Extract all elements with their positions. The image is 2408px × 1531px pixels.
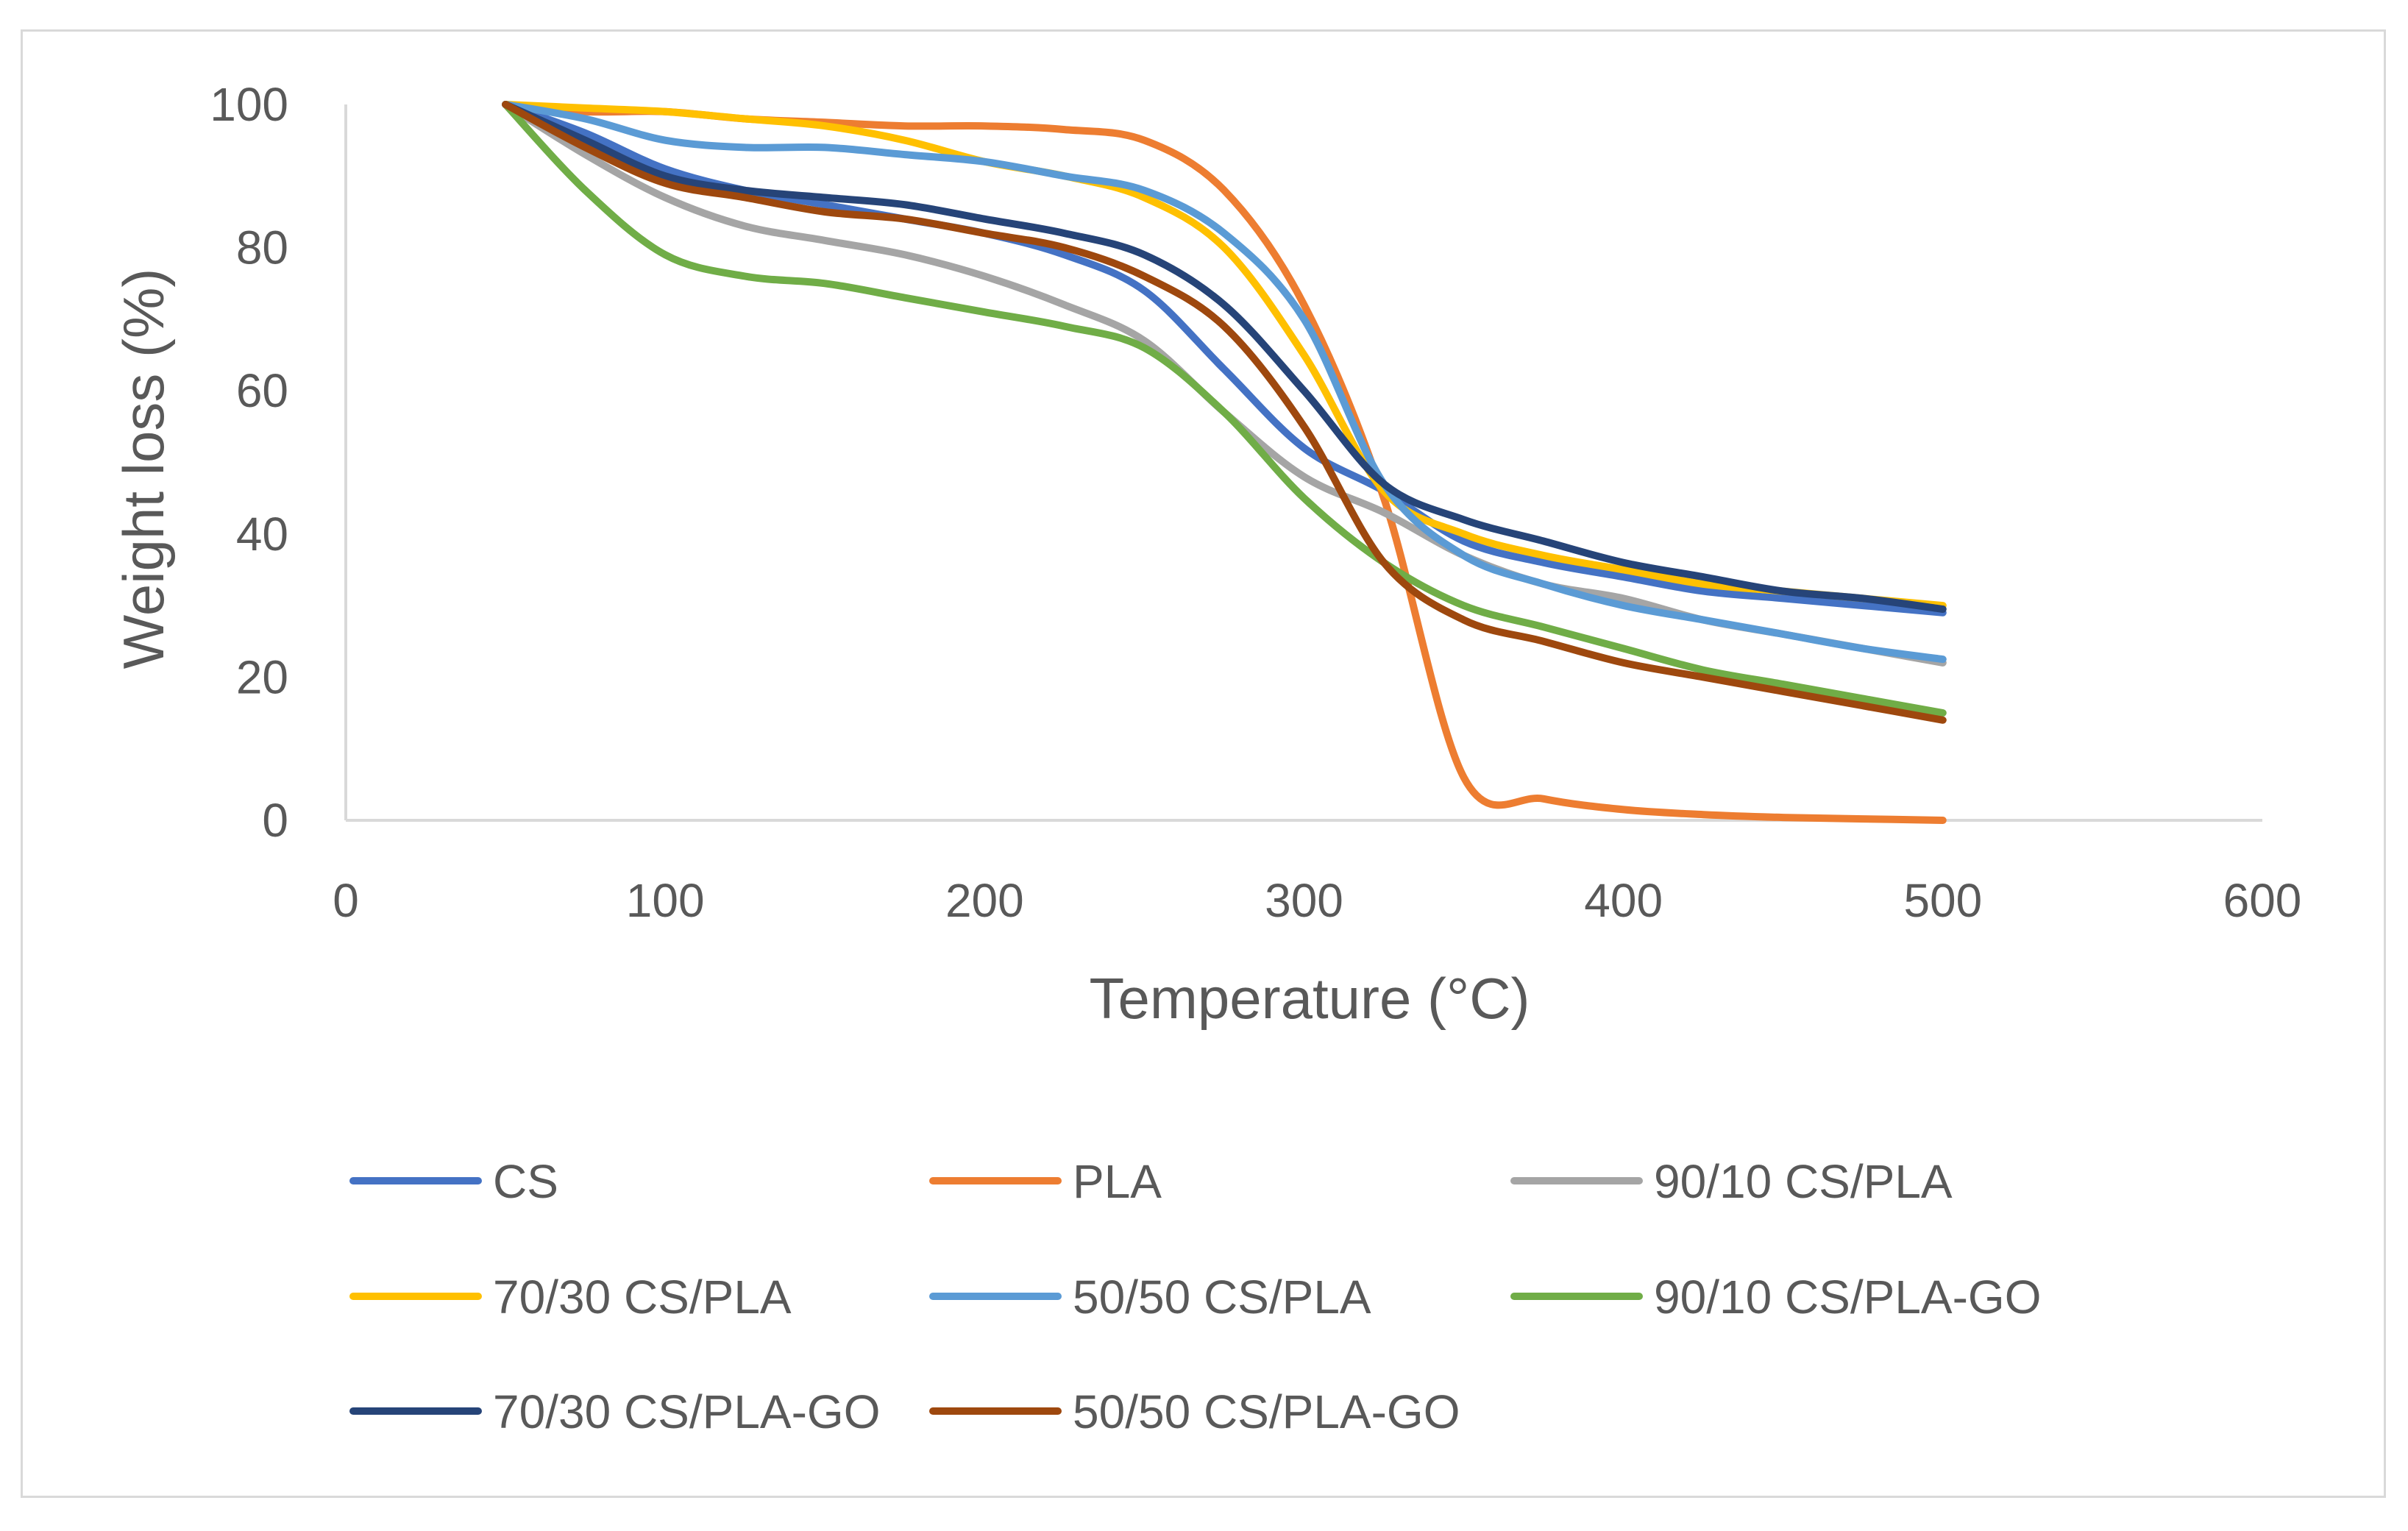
y-tick-label: 40	[236, 508, 288, 561]
y-tick-label: 80	[236, 221, 288, 274]
x-tick-label: 200	[945, 874, 1024, 927]
legend-label-90-10-cs-pla: 90/10 CS/PLA	[1654, 1155, 1953, 1208]
series-line-90-10-cs-pla-go	[502, 101, 1947, 717]
y-axis-title: Weight loss (%)	[111, 269, 176, 669]
x-tick-labels: 0 100 200 300 400 500 600	[333, 874, 2301, 927]
series-line-50-50-cs-pla-go	[502, 101, 1947, 724]
series-line-70-30-cs-pla-go	[502, 101, 1947, 613]
series-line-cs	[502, 101, 1947, 617]
x-tick-label: 600	[2223, 874, 2302, 927]
x-axis-title: Temperature (°C)	[1089, 966, 1530, 1031]
legend-label-pla: PLA	[1073, 1155, 1162, 1208]
legend: CS PLA 90/10 CS/PLA 70/30 CS/PLA 50/50 CS/PL…	[349, 1155, 2041, 1438]
y-tick-label: 0	[262, 794, 288, 847]
x-tick-label: 500	[1903, 874, 1982, 927]
x-tick-label: 0	[333, 874, 359, 927]
y-tick-labels: 0 20 40 60 80 100	[210, 78, 288, 847]
x-tick-label: 400	[1584, 874, 1663, 927]
y-tick-label: 100	[210, 78, 288, 131]
legend-label-70-30-cs-pla-go: 70/30 CS/PLA-GO	[493, 1385, 880, 1438]
y-tick-label: 20	[236, 650, 288, 703]
series-line-50-50-cs-pla	[502, 101, 1947, 664]
series-line-70-30-cs-pla	[502, 101, 1947, 610]
chart-frame	[21, 29, 2386, 1498]
legend-label-70-30-cs-pla: 70/30 CS/PLA	[493, 1271, 792, 1324]
series-lines	[502, 101, 1947, 824]
legend-label-50-50-cs-pla-go: 50/50 CS/PLA-GO	[1073, 1385, 1460, 1438]
x-tick-label: 300	[1265, 874, 1343, 927]
legend-label-cs: CS	[493, 1155, 558, 1208]
x-tick-label: 100	[626, 874, 705, 927]
legend-label-50-50-cs-pla: 50/50 CS/PLA	[1073, 1271, 1371, 1324]
series-line-pla	[502, 101, 1947, 824]
y-tick-label: 60	[236, 364, 288, 417]
axes	[344, 104, 2262, 822]
legend-label-90-10-cs-pla-go: 90/10 CS/PLA-GO	[1654, 1271, 2041, 1324]
